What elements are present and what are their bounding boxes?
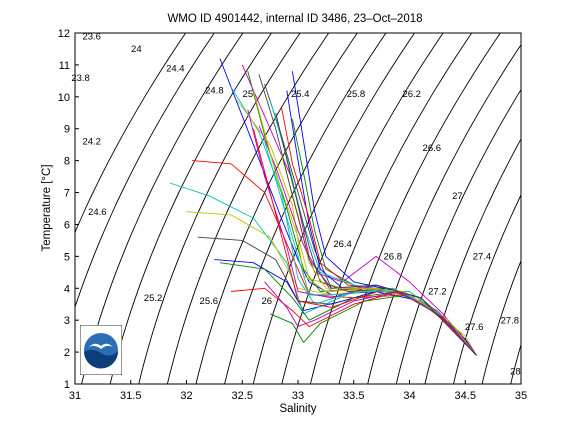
y-tick-label: 6 — [64, 219, 70, 231]
isopycnal-label: 26.2 — [402, 89, 421, 100]
y-axis-label: Temperature [°C] — [41, 164, 53, 251]
isopycnal-label: 24.6 — [88, 207, 107, 218]
isopycnal-label: 27 — [452, 191, 463, 202]
profile-line — [186, 211, 477, 356]
isopycnal-line — [395, 88, 521, 384]
y-tick-label: 10 — [58, 92, 70, 104]
noaa-logo-icon — [79, 324, 123, 376]
isopycnal-line — [166, 33, 330, 384]
noaa-logo — [79, 324, 123, 376]
isopycnal-label: 24.2 — [82, 137, 101, 148]
profile-series — [169, 58, 477, 356]
profile-line — [286, 90, 477, 356]
y-tick-label: 2 — [64, 347, 70, 359]
chart-title: WMO ID 4901442, internal ID 3486, 23–Oct… — [167, 13, 422, 25]
isopycnal-label: 27.8 — [501, 315, 520, 326]
isopycnal-label: 27.6 — [465, 322, 484, 333]
y-tick-label: 9 — [64, 124, 70, 136]
y-tick-label: 3 — [64, 315, 70, 327]
y-tick-label: 4 — [64, 283, 70, 295]
isopycnal-label: 25.8 — [347, 89, 366, 100]
isopycnal-label: 26.4 — [333, 239, 352, 250]
isopycnal-label: 25.6 — [200, 296, 219, 307]
isopycnal-line — [453, 193, 521, 384]
isopycnal-label: 28 — [510, 366, 521, 377]
isopycnal-label: 24.4 — [166, 63, 185, 74]
isopycnal-line — [309, 33, 473, 384]
x-tick-label: 34 — [403, 390, 415, 402]
isopycnal-line — [481, 259, 521, 384]
profile-line — [258, 125, 477, 356]
isopycnal-line — [564, 17, 576, 400]
y-tick-label: 12 — [58, 28, 70, 40]
x-tick-label: 34.5 — [455, 390, 476, 402]
x-tick-label: 33 — [292, 390, 304, 402]
x-axis-label: Salinity — [279, 403, 316, 415]
isopycnal-line — [224, 33, 387, 384]
isopycnal-labels: 23.6 23.8 24 24.2 24.4 24.6 24.8 25 25.2 25.4 25.6… — [71, 31, 520, 377]
isopycnal-label: 25 — [243, 89, 254, 100]
isopycnal-label: 25.4 — [291, 89, 310, 100]
isopycnal-label: 23.6 — [82, 31, 101, 42]
isopycnal-line — [75, 33, 187, 234]
isopycnal-line — [138, 33, 301, 384]
isopycnal-label: 27.4 — [473, 252, 492, 263]
x-tick-label: 32 — [180, 390, 192, 402]
isopycnal-line — [367, 43, 521, 384]
isopycnal-label: 27.2 — [428, 287, 447, 298]
x-tick-label: 31.5 — [120, 390, 141, 402]
isopycnal-label: 26 — [261, 296, 272, 307]
x-tick-label: 35 — [515, 390, 527, 402]
isopycnal-line — [338, 33, 501, 384]
isopycnal-line — [109, 33, 273, 384]
isopycnal-line — [281, 33, 444, 384]
isopycnal-line — [510, 343, 521, 384]
x-axis-ticks: 31 31.5 32 32.5 33 33.5 34 34.5 35 — [69, 380, 527, 402]
isopycnal-line — [252, 33, 416, 384]
isopycnal-label: 24 — [131, 44, 142, 55]
isopycnal-label: 26.6 — [423, 143, 442, 154]
y-tick-label: 11 — [59, 60, 70, 72]
isopycnal-line — [195, 33, 358, 384]
isopycnal-label: 25.2 — [144, 293, 163, 304]
y-tick-label: 7 — [64, 188, 70, 200]
profile-line — [291, 71, 477, 356]
x-tick-label: 33.5 — [343, 390, 364, 402]
profile-line — [192, 160, 477, 356]
y-tick-label: 5 — [64, 251, 70, 263]
x-tick-label: 32.5 — [232, 390, 253, 402]
isopycnal-label: 23.8 — [71, 73, 90, 84]
isopycnal-line — [75, 33, 215, 309]
x-tick-label: 31 — [69, 390, 81, 402]
isopycnal-label: 24.8 — [205, 86, 224, 97]
y-tick-label: 8 — [64, 156, 70, 168]
profile-line — [258, 74, 477, 356]
y-tick-label: 1 — [64, 379, 70, 391]
isopycnal-label: 26.8 — [384, 252, 403, 263]
isopycnal-line — [424, 138, 521, 384]
isopycnal-lines — [75, 17, 576, 400]
isopycnal-line — [536, 17, 576, 400]
